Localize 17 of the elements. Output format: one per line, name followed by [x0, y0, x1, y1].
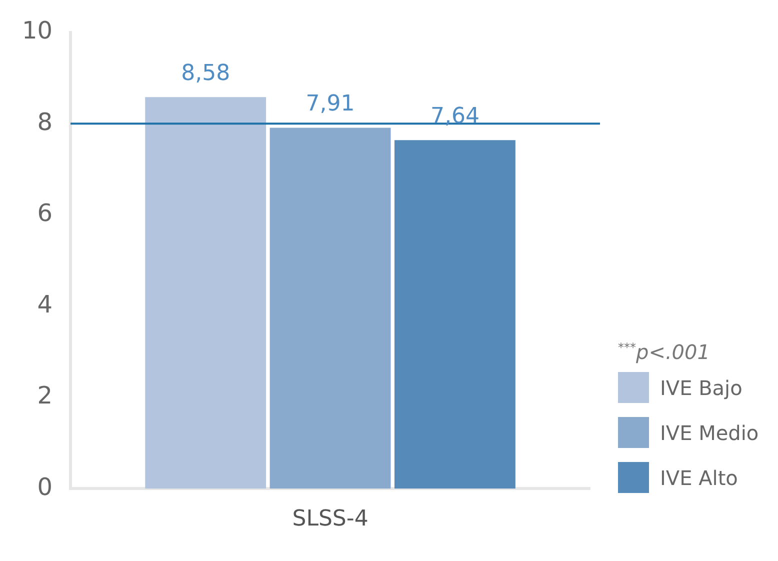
- y-tick-label: 2: [37, 382, 53, 410]
- data-label: 7,91: [306, 91, 355, 116]
- bar: [270, 128, 391, 489]
- x-tick-label: SLSS-4: [292, 506, 368, 532]
- y-tick-label: 8: [37, 108, 53, 136]
- y-tick-label: 0: [37, 472, 53, 501]
- y-tick-label: 6: [37, 199, 53, 228]
- bar: [145, 97, 266, 489]
- bar: [394, 140, 516, 489]
- y-tick-label: 4: [37, 290, 53, 318]
- y-tick-label: 10: [22, 16, 53, 45]
- legend-label: IVE Medio: [660, 420, 759, 444]
- legend-label: IVE Bajo: [660, 376, 742, 400]
- legend-label: IVE Alto: [660, 466, 738, 490]
- data-label: 7,64: [430, 104, 480, 129]
- data-label: 8,58: [181, 60, 230, 86]
- legend-title: $^{***}$p<.001: [618, 340, 711, 364]
